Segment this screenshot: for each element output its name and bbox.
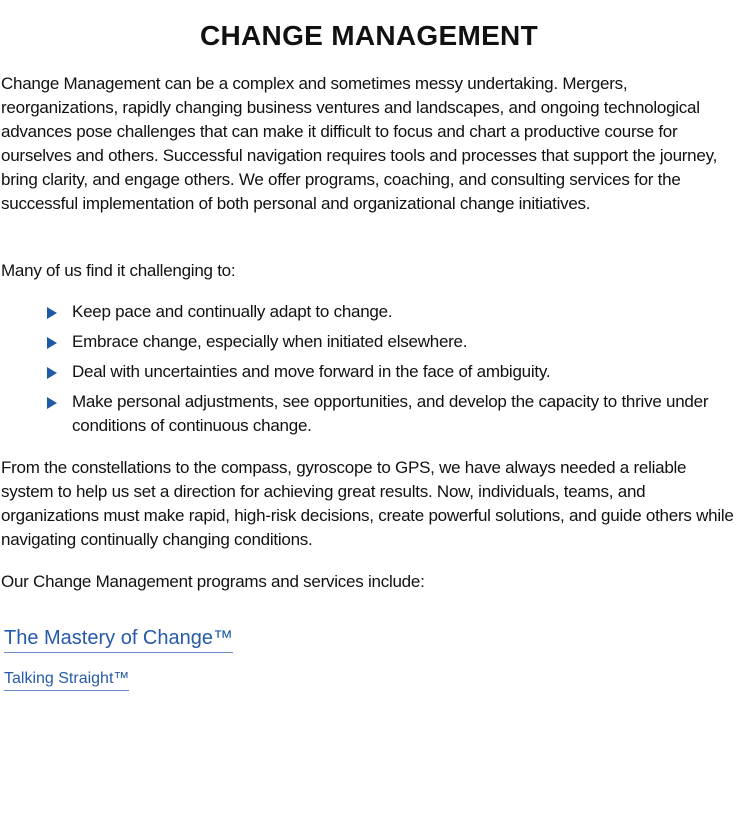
programs-lead: Our Change Management programs and servi…	[1, 572, 425, 591]
list-item-text: Make personal adjustments, see opportuni…	[72, 392, 709, 435]
talking-straight-link[interactable]: Talking Straight™	[4, 670, 130, 691]
intro-paragraph: Change Management can be a complex and s…	[1, 74, 718, 213]
challenges-list: Keep pace and continually adapt to chang…	[0, 300, 738, 444]
triangle-right-icon	[47, 307, 57, 319]
list-item: Deal with uncertainties and move forward…	[0, 360, 722, 384]
triangle-right-icon	[47, 397, 57, 409]
list-item-text: Deal with uncertainties and move forward…	[72, 362, 551, 381]
list-item: Keep pace and continually adapt to chang…	[0, 300, 722, 324]
navigation-paragraph: From the constellations to the compass, …	[1, 458, 734, 549]
mastery-of-change-link[interactable]: The Mastery of Change™	[4, 627, 233, 653]
list-item-text: Embrace change, especially when initiate…	[72, 332, 468, 351]
list-item: Make personal adjustments, see opportuni…	[0, 390, 722, 438]
list-item: Embrace change, especially when initiate…	[0, 330, 722, 354]
list-item-text: Keep pace and continually adapt to chang…	[72, 302, 393, 321]
triangle-right-icon	[47, 337, 57, 349]
page-title: CHANGE MANAGEMENT	[200, 20, 538, 51]
challenges-lead: Many of us find it challenging to:	[1, 261, 236, 280]
triangle-right-icon	[47, 367, 57, 379]
